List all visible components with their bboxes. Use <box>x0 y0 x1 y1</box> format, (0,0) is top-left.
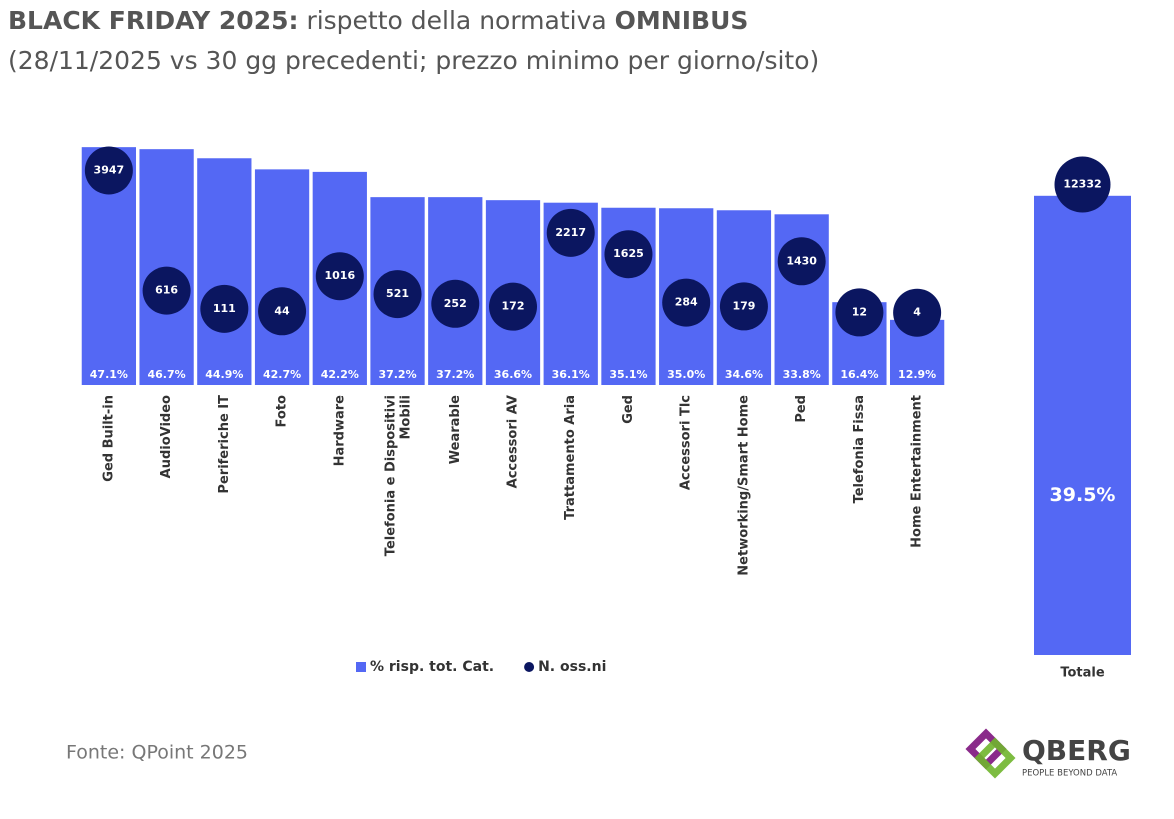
bar-value-label: 16.4% <box>840 368 878 381</box>
bar <box>254 169 310 385</box>
source: Fonte: QPoint 2025 <box>66 742 248 764</box>
observation-label: 12 <box>852 305 867 318</box>
title-text: rispetto della normativa <box>306 6 606 35</box>
legend-label: % risp. tot. Cat. <box>370 659 494 675</box>
title-bold: BLACK FRIDAY 2025: <box>8 6 298 35</box>
bar-value-label: 46.7% <box>148 368 186 381</box>
observation-label: 1430 <box>786 254 817 267</box>
observation-dot <box>431 279 480 328</box>
bar-value-label: 39.5% <box>1050 484 1116 506</box>
observation-label: 2217 <box>555 226 586 239</box>
observation-dot <box>662 278 711 327</box>
bar <box>197 158 252 385</box>
bar-value-label: 36.6% <box>494 368 532 381</box>
x-tick-label: Foto <box>275 395 290 427</box>
observation-label: 3947 <box>94 163 125 176</box>
bar-value-label: 44.9% <box>205 368 243 381</box>
observation-label: 1625 <box>613 247 644 260</box>
observation-label: 284 <box>675 296 698 309</box>
bar-value-label: 37.2% <box>378 368 416 381</box>
x-tick-label: Accessori AV <box>506 395 521 488</box>
chart-title: BLACK FRIDAY 2025: rispetto della normat… <box>8 6 748 35</box>
x-tick-label: Home Entertainment <box>910 395 925 548</box>
x-tick-label: Networking/Smart Home <box>736 395 751 576</box>
x-tick-label: Wearable <box>448 395 463 464</box>
observation-label: 521 <box>386 287 409 300</box>
bar-value-label: 35.0% <box>667 368 705 381</box>
observation-dot <box>1054 156 1111 213</box>
observation-dot <box>835 288 884 337</box>
observation-label: 1016 <box>324 269 355 282</box>
observation-label: 252 <box>444 297 467 310</box>
observation-label: 179 <box>732 299 755 312</box>
bar-value-label: 35.1% <box>609 368 647 381</box>
bar-value-label: 47.1% <box>90 368 128 381</box>
bar-value-label: 34.6% <box>725 368 763 381</box>
logo-tagline: PEOPLE BEYOND DATA <box>1022 769 1117 779</box>
x-tick-label: Telefonia Fissa <box>852 395 867 503</box>
bar-value-label: 12.9% <box>898 368 936 381</box>
x-tick-label: Periferiche IT <box>217 395 232 494</box>
logo-mark <box>965 728 1016 779</box>
observation-dot <box>315 252 364 301</box>
legend-swatch <box>356 662 366 672</box>
x-tick-label: Ged Built-in <box>101 395 116 482</box>
bar-value-label: 42.7% <box>263 368 301 381</box>
title-bold: OMNIBUS <box>615 6 749 35</box>
x-tick-label-line: Telefonia e Dispositivi <box>383 395 398 556</box>
observation-dot <box>546 208 595 257</box>
observation-dot <box>604 230 653 279</box>
logo-text: QBERG <box>1022 734 1131 767</box>
x-tick-label: AudioVideo <box>159 395 174 478</box>
observation-label: 172 <box>502 300 525 313</box>
observation-dot <box>84 146 133 195</box>
legend-label: N. oss.ni <box>538 659 606 675</box>
observation-label: 616 <box>155 284 178 297</box>
bar-value-label: 33.8% <box>783 368 821 381</box>
observation-label: 111 <box>213 302 236 315</box>
x-tick-label: Totale <box>1060 666 1105 681</box>
observation-dot <box>777 237 826 286</box>
x-tick-label: Ped <box>794 395 809 423</box>
bar-value-label: 37.2% <box>436 368 474 381</box>
x-tick-label: Telefonia e DispositiviMobili <box>383 395 413 556</box>
observation-dot <box>373 270 422 319</box>
observation-dot <box>142 266 191 315</box>
x-tick-label: Ged <box>621 395 636 424</box>
observation-dot <box>258 287 307 336</box>
observation-dot <box>489 282 537 331</box>
x-tick-label-line: Mobili <box>398 395 413 440</box>
observation-label: 4 <box>913 306 921 319</box>
legend-swatch <box>524 662 535 672</box>
x-tick-label: Accessori Tlc <box>679 395 694 490</box>
bar-value-label: 36.1% <box>552 368 590 381</box>
observation-dot <box>200 284 249 333</box>
x-tick-label: Trattamento Aria <box>563 395 578 520</box>
observation-dot <box>893 288 942 337</box>
observation-label: 12332 <box>1063 178 1101 191</box>
bar <box>1034 195 1131 655</box>
bar-value-label: 42.2% <box>321 368 359 381</box>
observation-dot <box>719 282 768 331</box>
x-tick-label: Hardware <box>332 395 347 467</box>
observation-label: 44 <box>274 304 290 317</box>
chart-subtitle: (28/11/2025 vs 30 gg precedenti; prezzo … <box>8 46 819 75</box>
